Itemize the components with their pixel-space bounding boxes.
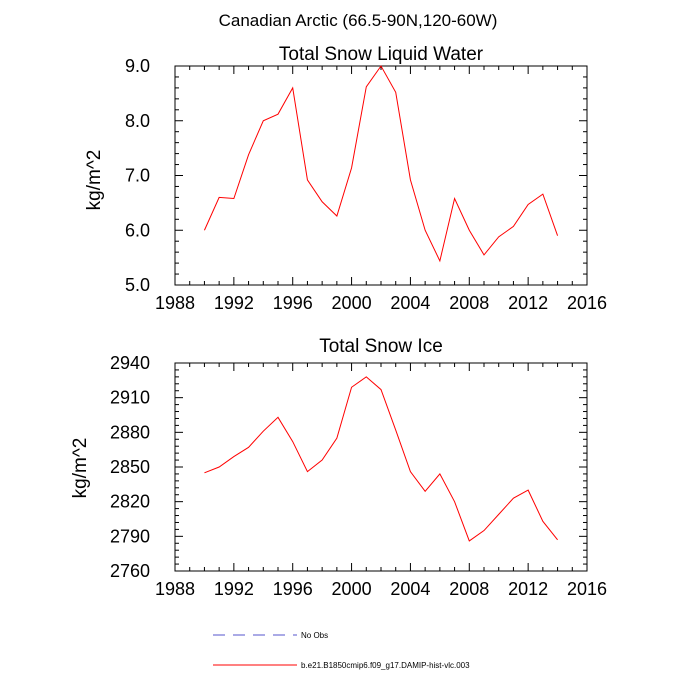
x-tick-label-snow-ice: 2004: [390, 579, 430, 599]
chart-title-snow-ice: Total Snow Ice: [319, 336, 443, 357]
y-tick-label-snow-ice: 2940: [110, 353, 150, 373]
x-tick-label-snow-liquid-water: 2016: [567, 293, 607, 313]
figure-suptitle: Canadian Arctic (66.5-90N,120-60W): [219, 11, 498, 30]
x-tick-label-snow-ice: 2012: [508, 579, 548, 599]
x-tick-label-snow-liquid-water: 2004: [390, 293, 430, 313]
y-tick-label-snow-liquid-water: 7.0: [125, 166, 150, 186]
y-axis-label-snow-liquid-water: kg/m^2: [84, 150, 105, 211]
y-tick-label-snow-ice: 2910: [110, 388, 150, 408]
x-tick-label-snow-liquid-water: 1988: [155, 293, 195, 313]
x-tick-label-snow-ice: 2008: [449, 579, 489, 599]
legend: No Obs b.e21.B1850cmip6.f09_g17.DAMIP-hi…: [213, 631, 470, 670]
y-tick-label-snow-ice: 2790: [110, 526, 150, 546]
y-tick-label-snow-liquid-water: 5.0: [125, 275, 150, 295]
y-tick-label-snow-ice: 2850: [110, 457, 150, 477]
plot-frame-snow-ice: [174, 362, 588, 572]
x-tick-label-snow-liquid-water: 1996: [273, 293, 313, 313]
legend-label-no-obs: No Obs: [301, 631, 328, 640]
y-tick-label-snow-liquid-water: 8.0: [125, 111, 150, 131]
x-tick-label-snow-ice: 2016: [567, 579, 607, 599]
x-tick-label-snow-liquid-water: 2008: [449, 293, 489, 313]
panel-snow-liquid-water: Total Snow Liquid Water kg/m^2 1988 1992 1…: [84, 44, 607, 313]
series-line-snow-liquid-water: [203, 65, 559, 263]
legend-label-model-run: b.e21.B1850cmip6.f09_g17.DAMIP-hist-vlc.…: [301, 661, 470, 670]
y-tick-label-snow-ice: 2760: [110, 561, 150, 581]
x-tick-label-snow-liquid-water: 1992: [214, 293, 254, 313]
x-tick-label-snow-ice: 1992: [214, 579, 254, 599]
x-tick-label-snow-ice: 1996: [273, 579, 313, 599]
y-axis-label-snow-ice: kg/m^2: [70, 438, 91, 499]
y-tick-label-snow-ice: 2880: [110, 422, 150, 442]
plot-frame-snow-liquid-water: [174, 65, 588, 286]
chart-title-snow-liquid-water: Total Snow Liquid Water: [279, 44, 484, 65]
y-tick-label-snow-liquid-water: 9.0: [125, 56, 150, 76]
series-line-snow-ice: [204, 376, 558, 542]
x-tick-label-snow-ice: 1988: [155, 579, 195, 599]
y-tick-label-snow-ice: 2820: [110, 492, 150, 512]
panel-snow-ice: Total Snow Ice kg/m^2 1988 1992 1996 2000 20…: [70, 336, 607, 599]
x-tick-label-snow-ice: 2000: [332, 579, 372, 599]
x-tick-label-snow-liquid-water: 2000: [332, 293, 372, 313]
y-tick-label-snow-liquid-water: 6.0: [125, 220, 150, 240]
x-tick-label-snow-liquid-water: 2012: [508, 293, 548, 313]
